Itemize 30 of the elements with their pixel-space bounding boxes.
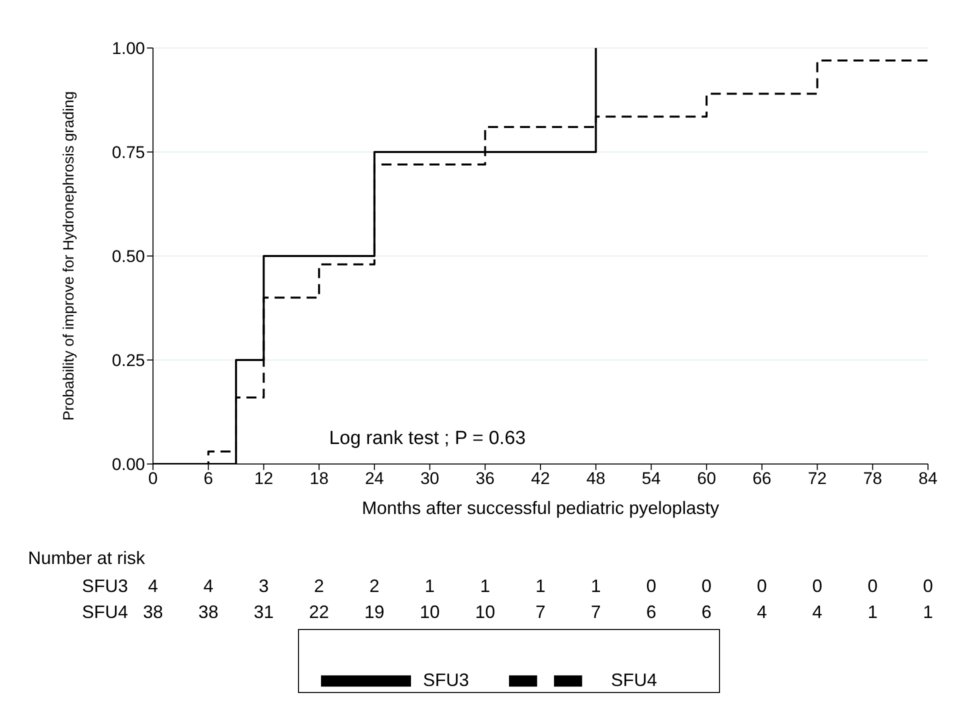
x-tick-label: 72 (808, 469, 827, 488)
x-tick-label: 18 (310, 469, 329, 488)
x-tick-label: 60 (697, 469, 716, 488)
x-tick-label: 36 (476, 469, 495, 488)
y-tick-label: 1.00 (112, 39, 145, 58)
x-tick-label: 12 (254, 469, 274, 488)
x-tick-label: 48 (586, 469, 606, 488)
x-tick-label: 24 (364, 469, 384, 488)
x-tick-label: 30 (420, 469, 440, 488)
x-tick-label: 78 (863, 469, 882, 488)
x-axis-title: Months after successful pediatric pyeloplasty (362, 498, 720, 518)
text: 4 4 3 2 2 1 1 1 1 0 0 0 0 0 0 (148, 576, 933, 596)
x-tick-label: 66 (752, 469, 772, 488)
text: SFU4 (82, 602, 128, 623)
annotation: Log rank test ; P = 0.63 (329, 428, 526, 450)
x-tick-label: 0 (148, 469, 158, 488)
y-tick-label: 0.00 (112, 455, 145, 474)
x-tick-label: 6 (204, 469, 214, 488)
legend-label: SFU4 (611, 670, 658, 690)
text: 38 38 31 22 19 10 10 7 7 6 6 4 4 1 1 (142, 602, 933, 622)
y-tick-label: 0.25 (112, 351, 145, 370)
y-axis-title: Probability of improve for Hydronephrosis grading (60, 91, 78, 421)
text: SFU3 (82, 576, 128, 597)
x-tick-label: 84 (918, 469, 938, 488)
y-tick-label: 0.75 (112, 143, 145, 162)
x-tick-label: 54 (642, 469, 661, 488)
text: Number at risk (28, 548, 146, 569)
x-tick-label: 42 (531, 469, 550, 488)
y-tick-label: 0.50 (112, 247, 145, 266)
legend-label: SFU3 (422, 670, 469, 690)
